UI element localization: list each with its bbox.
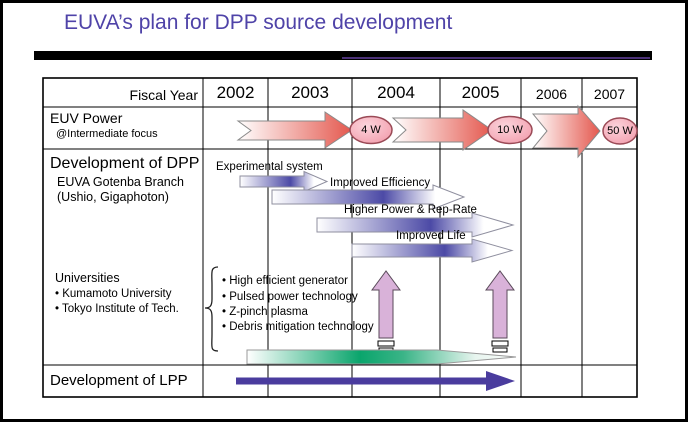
topic-high-efficient-generator: • High efficient generator [222,275,348,287]
milestone-4w: 4 W [361,124,381,136]
topic-z-pinch-plasma: • Z-pinch plasma [222,306,308,318]
phase-label-higher-power: Higher Power & Rep-Rate [344,204,477,216]
dpp-arrow-improved-efficiency [271,184,466,210]
header-bar [34,51,652,60]
milestone-ellipse-10w [487,115,533,145]
year-2007: 2007 [593,86,626,102]
up-arrow-2005-base [491,340,509,347]
university-green-arrow [246,349,517,365]
dpp-org-line2: (Ushio, Gigaphoton) [57,190,169,204]
fiscal-year-header: Fiscal Year [129,87,198,103]
table-frame [42,77,638,398]
milestone-ellipse-4w [349,115,393,145]
dpp-section-label: Development of DPP [50,155,200,172]
universities-label: Universities [55,271,120,285]
year-2005: 2005 [461,83,500,102]
topic-pulsed-power: • Pulsed power technology [222,291,358,303]
up-arrow-2005 [485,270,515,339]
up-arrow-2005-base2 [492,347,508,353]
euv-arrow-1 [236,111,353,149]
euv-arrow-2 [391,109,493,151]
university-member-tokyo: • Tokyo Institute of Tech. [55,303,179,315]
year-2003: 2003 [291,83,329,102]
university-member-kumamoto: • Kumamoto University [55,288,172,300]
year-2002: 2002 [216,83,255,102]
topic-debris-mitigation: • Debris mitigation technology [222,321,374,333]
up-arrow-2004 [371,270,401,339]
header-bar-underline [342,57,650,59]
phase-label-experimental-system: Experimental system [216,161,323,173]
lpp-arrow-head [486,371,515,391]
milestone-10w: 10 W [497,124,523,136]
phase-label-improved-life: Improved Life [396,230,466,242]
dpp-arrow-improved-life [351,238,514,263]
euv-power-sublabel: @Intermediate focus [56,128,158,140]
year-2006: 2006 [535,86,568,102]
dpp-arrow-higher-power [316,212,515,238]
dpp-org-line1: EUVA Gotenba Branch [57,175,184,189]
table-gridlines [43,78,637,397]
milestone-ellipse-50w [602,117,638,145]
milestone-50w: 50 W [607,125,633,137]
euv-arrow-3 [531,104,601,159]
year-2004: 2004 [377,83,415,102]
euv-power-label: EUV Power [50,110,123,126]
slide-title: EUVA’s plan for DPP source development [64,11,453,34]
up-arrow-2004-base [377,340,395,347]
lpp-section-label: Development of LPP [50,372,188,389]
dpp-arrow-experimental-system [239,170,329,193]
phase-label-improved-efficiency: Improved Efficiency [330,177,431,189]
topics-brace [204,266,219,352]
